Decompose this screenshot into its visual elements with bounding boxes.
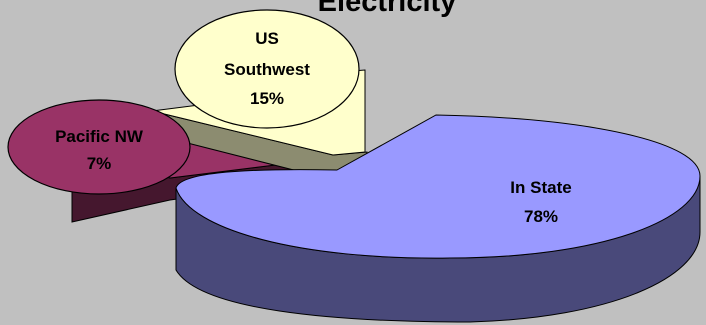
callout-bubble-us-southwest <box>174 9 360 129</box>
label-pacific-nw-name: Pacific NW <box>55 127 144 146</box>
callout-pacific-nw: Pacific NW 7% <box>7 99 191 195</box>
chart-title: Electricity <box>318 0 457 18</box>
callout-us-southwest: US Southwest 15% <box>174 9 360 129</box>
label-in-state-name: In State <box>510 178 571 197</box>
label-us-line1: US <box>255 29 279 48</box>
label-southwest-line2: Southwest <box>224 60 310 79</box>
label-pacific-nw-value: 7% <box>87 154 112 173</box>
pie-slice-in-state-top <box>175 114 701 259</box>
callout-bubble-pacific-nw <box>7 99 191 195</box>
label-in-state-value: 78% <box>524 207 558 226</box>
label-us-southwest-value: 15% <box>250 89 284 108</box>
